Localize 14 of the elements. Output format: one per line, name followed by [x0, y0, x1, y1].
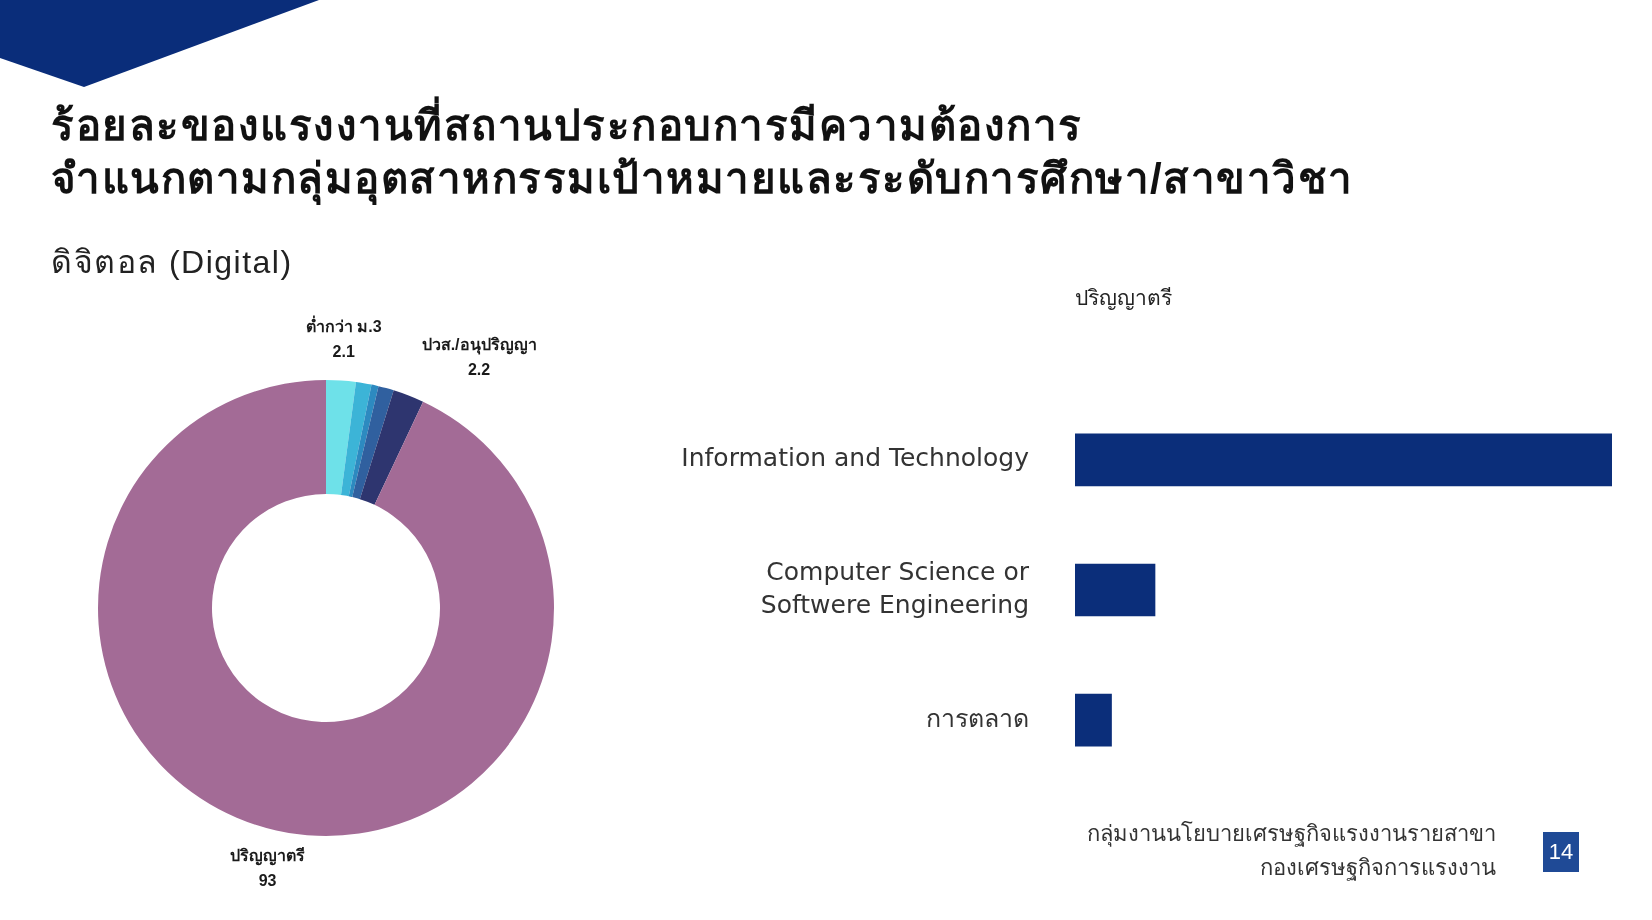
data-label: 2.1 — [332, 343, 355, 361]
slice-label: ปริญญาตรี — [230, 846, 306, 867]
text: กลุ่มงานนโยบายเศรษฐกิจแรงงานรายสาขา — [1087, 820, 1496, 849]
slice-label: ต่ำกว่า ม.3 — [305, 315, 382, 336]
chart-title: ปริญญาตรี — [1075, 285, 1172, 312]
page-number-box: 14 — [1543, 832, 1579, 872]
y-tick-label: Computer Science or Softwere Engineering — [760, 556, 1030, 620]
data-label: 93 — [258, 872, 277, 890]
chart-subtitle: ดิจิตอล (Digital) — [51, 243, 293, 282]
y-tick-label: การตลาด — [926, 703, 1029, 733]
text: กองเศรษฐกิจการแรงงาน — [1259, 854, 1496, 883]
data-label: 2.2 — [467, 361, 491, 379]
y-tick-label: Information and Technology — [681, 443, 1030, 473]
slice-label: ปวส./อนุปริญญา — [421, 336, 537, 356]
